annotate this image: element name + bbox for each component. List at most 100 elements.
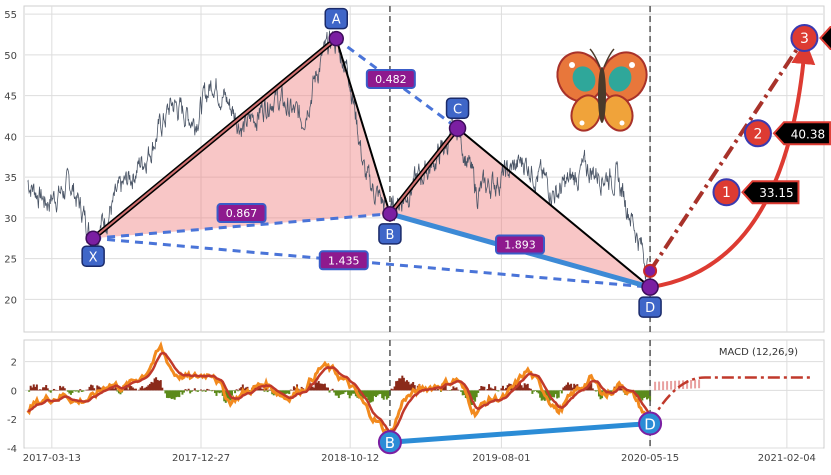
x-tick-label: 2020-05-15 [621, 453, 679, 464]
macd-histogram-bar [477, 390, 479, 393]
macd-histogram-bar [264, 390, 266, 391]
point-label-c: C [453, 102, 462, 117]
macd-point-label-b: B [385, 434, 395, 452]
point-marker-d [642, 279, 658, 295]
macd-histogram-bar [202, 390, 204, 391]
macd-histogram-bar [561, 390, 563, 393]
macd-histogram-bar [267, 390, 269, 392]
ratio-label-xd: 1.435 [328, 254, 360, 267]
macd-histogram-bar [185, 389, 187, 390]
macd-histogram-bar [28, 390, 30, 391]
x-tick-label: 2018-10-12 [321, 453, 379, 464]
macd-histogram-bar [231, 390, 233, 395]
macd-histogram-bar [135, 389, 137, 391]
macd-y-tick-label: 2 [11, 358, 17, 369]
macd-histogram-bar [191, 390, 193, 391]
macd-panel-background [24, 340, 824, 448]
point-marker-a [329, 32, 343, 46]
price-y-tick-label: 20 [4, 295, 17, 306]
macd-histogram-bar [437, 389, 439, 390]
ratio-label-xb: 0.867 [226, 207, 258, 220]
price-panel: 20 25 30 35 40 45 50 55 X A B C D 0.482 0.867 1.435 1.… [4, 6, 831, 332]
macd-histogram-bar [497, 390, 499, 391]
macd-histogram-bar [188, 389, 190, 391]
target-value-2: 40.38 [791, 127, 825, 141]
ratio-label-bd: 1.893 [504, 239, 536, 252]
price-y-tick-label: 25 [4, 255, 17, 266]
macd-y-tick-label: 0 [11, 386, 17, 397]
ratio-label-ac: 0.482 [375, 73, 407, 86]
macd-histogram-bar [494, 386, 496, 390]
price-y-tick-label: 40 [4, 132, 17, 143]
current-point-marker [644, 265, 656, 277]
macd-title: MACD (12,26,9) [719, 347, 798, 358]
macd-projection-bar [698, 380, 700, 389]
macd-histogram-bar [78, 390, 80, 392]
target-value-1: 33.15 [759, 186, 793, 200]
macd-histogram-bar [211, 390, 213, 391]
x-tick-label: 2017-03-13 [23, 453, 81, 464]
macd-y-tick-label: -4 [7, 444, 17, 455]
macd-histogram-bar [288, 390, 290, 394]
macd-histogram-bar [186, 390, 188, 391]
macd-histogram-bar [236, 389, 238, 390]
point-marker-b [383, 207, 397, 221]
macd-histogram-bar [79, 389, 81, 390]
macd-histogram-bar [332, 389, 334, 391]
price-y-ticks: 20 25 30 35 40 45 50 55 [4, 10, 17, 306]
macd-histogram-bar [64, 388, 66, 390]
macd-histogram-bar [183, 390, 185, 392]
macd-projection-bar [694, 380, 696, 389]
macd-y-ticks: -4 -2 0 2 [7, 358, 17, 455]
price-y-tick-label: 35 [4, 173, 17, 184]
macd-histogram-bar [205, 390, 207, 392]
macd-histogram-bar [483, 387, 485, 391]
macd-histogram-bar [262, 389, 264, 390]
point-marker-c [450, 120, 466, 136]
x-axis-ticks: 2017-03-13 2017-12-27 2018-10-12 2019-08-01… [23, 453, 816, 464]
macd-histogram-bar [329, 390, 331, 392]
target-number-1: 1 [722, 185, 731, 201]
price-y-tick-label: 50 [4, 51, 17, 62]
point-label-x: X [89, 250, 98, 265]
macd-histogram-bar [203, 390, 205, 391]
macd-histogram-bar [93, 388, 95, 390]
macd-histogram-bar [234, 390, 236, 393]
price-y-tick-label: 30 [4, 214, 17, 225]
macd-histogram-bar [530, 389, 532, 391]
macd-panel: -4 -2 0 2 B D MACD (12,26,9) [7, 340, 824, 455]
macd-histogram-bar [327, 388, 329, 391]
macd-histogram-bar [208, 389, 210, 390]
x-tick-label: 2017-12-27 [172, 453, 230, 464]
x-tick-label: 2021-02-04 [758, 453, 816, 464]
macd-projection-bar [662, 381, 664, 390]
macd-projection-bar [666, 381, 668, 390]
macd-y-tick-label: -2 [7, 415, 17, 426]
point-marker-x [86, 231, 100, 245]
point-label-b: B [385, 228, 394, 243]
macd-histogram-bar [194, 388, 196, 390]
target-number-2: 2 [754, 126, 763, 142]
macd-histogram-bar [268, 390, 270, 391]
price-y-tick-label: 45 [4, 92, 17, 103]
price-y-tick-label: 55 [4, 10, 17, 21]
macd-projection-bar [690, 380, 692, 389]
macd-histogram-bar [82, 390, 84, 391]
macd-projection-bar [674, 381, 676, 390]
point-label-a: A [332, 13, 341, 28]
macd-projection-bar [670, 381, 672, 390]
macd-histogram-bar [47, 388, 49, 390]
point-label-d: D [645, 301, 655, 316]
macd-projection-bar [654, 382, 656, 391]
macd-histogram-bar [558, 390, 560, 397]
macd-point-label-d: D [644, 416, 656, 434]
target-number-3: 3 [800, 31, 809, 47]
macd-projection-bar [658, 382, 660, 391]
macd-histogram-bar [161, 388, 163, 391]
macd-histogram-bar [237, 390, 239, 391]
macd-histogram-bar [36, 385, 38, 391]
macd-histogram-bar [200, 390, 202, 391]
x-tick-label: 2019-08-01 [472, 453, 530, 464]
